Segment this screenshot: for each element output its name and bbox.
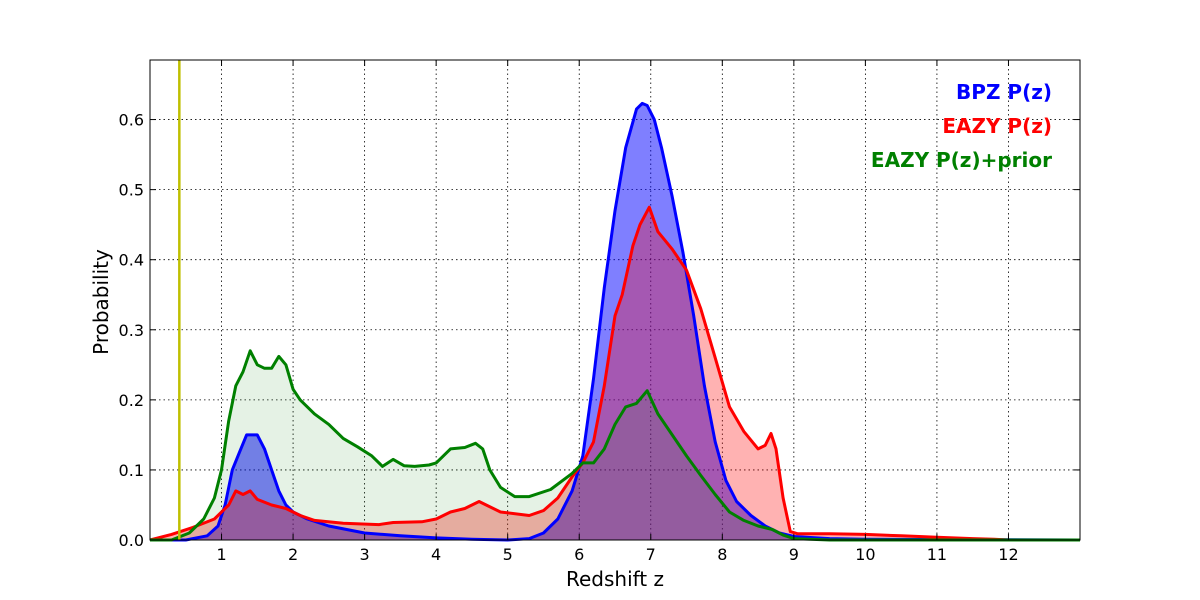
x-tick-label: 1 <box>216 545 226 564</box>
x-tick-label: 3 <box>360 545 370 564</box>
x-tick-label: 9 <box>789 545 799 564</box>
series-lines <box>149 101 1081 542</box>
y-tick-label: 0.2 <box>119 391 144 410</box>
series-fill-2 <box>150 350 1080 540</box>
y-tick-label: 0.6 <box>119 111 144 130</box>
x-tick-label: 5 <box>503 545 513 564</box>
series-fill-1 <box>150 207 1080 540</box>
series-line-0 <box>150 101 1081 542</box>
y-axis-label: Probability <box>89 249 113 355</box>
legend-entry-eazy: EAZY P(z) <box>942 114 1052 138</box>
x-tick-label: 6 <box>574 545 584 564</box>
legend-entry-eazy-prior: EAZY P(z)+prior <box>871 148 1052 172</box>
x-tick-label: 11 <box>927 545 947 564</box>
y-tick-label: 0.5 <box>119 181 144 200</box>
y-tick-label: 0.3 <box>119 321 144 340</box>
plot-frame <box>149 59 1081 541</box>
x-axis-label: Redshift z <box>566 567 664 591</box>
series-line-1 <box>149 205 1080 542</box>
legend: BPZ P(z) EAZY P(z) EAZY P(z)+prior <box>871 80 1052 172</box>
x-tick-label: 7 <box>646 545 656 564</box>
x-tick-label: 4 <box>431 545 441 564</box>
x-tick-label: 2 <box>288 545 298 564</box>
x-tick-label: 12 <box>998 545 1018 564</box>
y-tick-label: 0.1 <box>119 461 144 480</box>
y-tick-label: 0.4 <box>119 251 144 270</box>
x-tick-label: 10 <box>855 545 875 564</box>
axis-ticks <box>150 60 1080 541</box>
y-tick-labels: 0.0 0.1 0.2 0.3 0.4 0.5 0.6 <box>119 111 144 550</box>
x-tick-label: 8 <box>717 545 727 564</box>
x-tick-labels: 1 2 3 4 5 6 7 8 9 10 11 12 <box>216 545 1018 564</box>
y-tick-label: 0.0 <box>119 531 144 550</box>
series-line-2 <box>150 349 1080 542</box>
legend-entry-bpz: BPZ P(z) <box>956 80 1052 104</box>
